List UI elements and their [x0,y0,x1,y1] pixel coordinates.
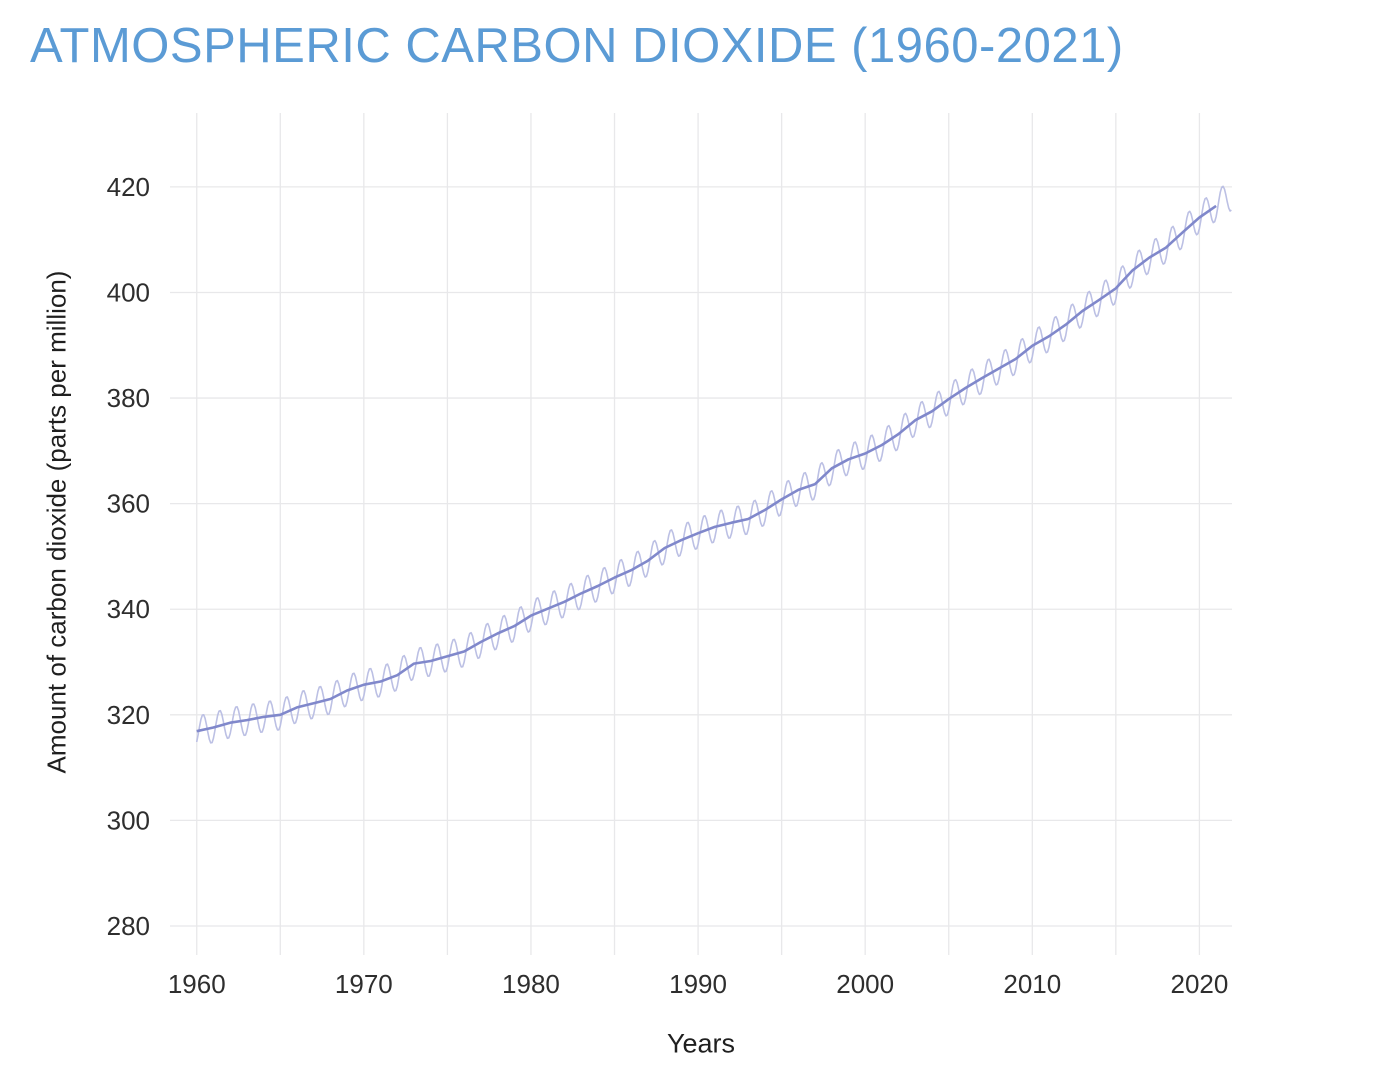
x-tick-label: 2020 [1170,969,1228,999]
x-axis-label: Years [666,1028,736,1059]
y-tick-label: 380 [107,383,150,413]
x-tick-label: 2010 [1003,969,1061,999]
trend-co2-line [196,204,1217,733]
page-title: ATMOSPHERIC CARBON DIOXIDE (1960-2021) [30,19,1124,73]
x-tick-label: 2000 [836,969,894,999]
x-tick-label: 1970 [335,969,393,999]
y-tick-label: 320 [107,700,150,730]
y-tick-label: 420 [107,172,150,202]
y-tick-label: 340 [107,594,150,624]
x-tick-label: 1990 [669,969,727,999]
y-tick-label: 400 [107,277,150,307]
y-tick-label: 280 [107,911,150,941]
x-tick-label: 1960 [168,969,226,999]
x-tick-label: 1980 [502,969,560,999]
y-tick-label: 360 [107,489,150,519]
seasonal-co2-line [195,185,1232,744]
y-tick-label: 300 [107,805,150,835]
